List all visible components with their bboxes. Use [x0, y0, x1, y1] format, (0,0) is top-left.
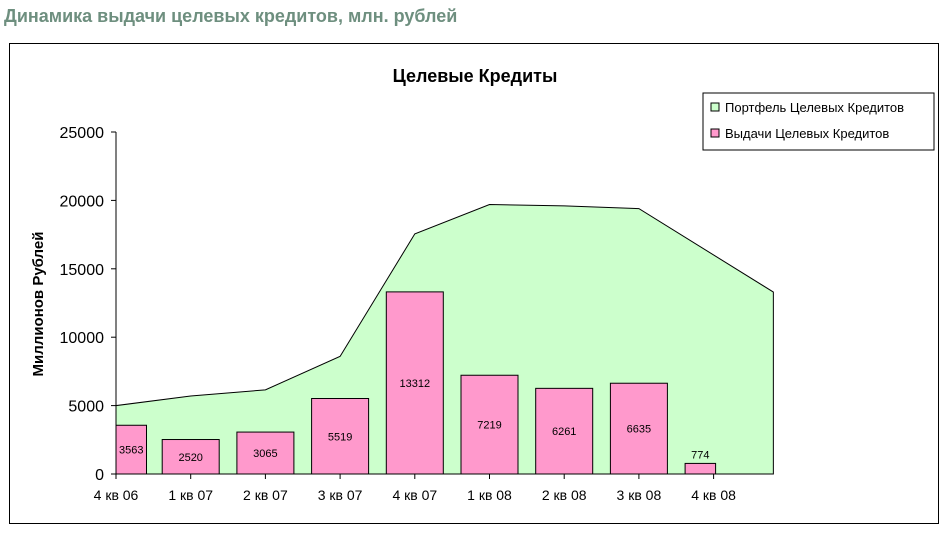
bar [535, 387, 594, 475]
bar-data-label: 3563 [119, 445, 143, 457]
x-tick-label: 4 кв 08 [691, 487, 736, 503]
y-tick-label: 10000 [60, 330, 105, 347]
legend-label: Портфель Целевых Кредитов [725, 100, 904, 115]
bar-data-label: 2520 [178, 452, 202, 464]
x-tick-label: 4 кв 06 [94, 487, 139, 503]
bar-data-label: 3065 [253, 448, 277, 460]
bar-data-label: 7219 [477, 420, 501, 432]
x-tick-label: 1 кв 07 [168, 487, 213, 503]
bar [161, 439, 220, 475]
x-tick-label: 1 кв 08 [467, 487, 512, 503]
y-tick-label: 25000 [60, 125, 105, 142]
x-tick-label: 2 кв 07 [243, 487, 288, 503]
bar-data-label: 774 [691, 449, 709, 461]
legend: Портфель Целевых Кредитов Выдачи Целевых … [702, 92, 935, 151]
y-tick-label: 15000 [60, 262, 105, 279]
plot-area: 3563 2520 3065 5519 13312 7219 6261 6635 774 0 500… [60, 125, 774, 503]
chart-title: Целевые Кредиты [393, 66, 558, 86]
bar [236, 431, 295, 475]
y-tick-label: 0 [95, 467, 104, 484]
legend-swatch-issuance [710, 128, 720, 138]
area-portfolio [115, 204, 774, 475]
bar-data-label: 6635 [627, 424, 651, 436]
bar [460, 374, 519, 475]
x-tick-label: 3 кв 08 [617, 487, 662, 503]
bar-data-label: 13312 [400, 378, 431, 390]
y-tick-label: 5000 [68, 399, 104, 416]
bar [385, 291, 444, 475]
bar [609, 382, 668, 475]
page-heading: Динамика выдачи целевых кредитов, млн. р… [4, 6, 458, 26]
x-tick-label: 2 кв 08 [542, 487, 587, 503]
bar [311, 398, 370, 475]
x-tick-label: 3 кв 07 [318, 487, 363, 503]
legend-label: Выдачи Целевых Кредитов [725, 126, 889, 141]
legend-swatch-portfolio [710, 102, 720, 112]
x-tick-label: 4 кв 07 [392, 487, 437, 503]
bar-data-label: 5519 [328, 431, 352, 443]
legend-box [702, 92, 935, 151]
bar [684, 462, 717, 475]
y-tick-label: 20000 [60, 193, 105, 210]
bar-data-label: 6261 [552, 426, 576, 438]
y-axis-label: Миллионов Рублей [30, 232, 47, 377]
